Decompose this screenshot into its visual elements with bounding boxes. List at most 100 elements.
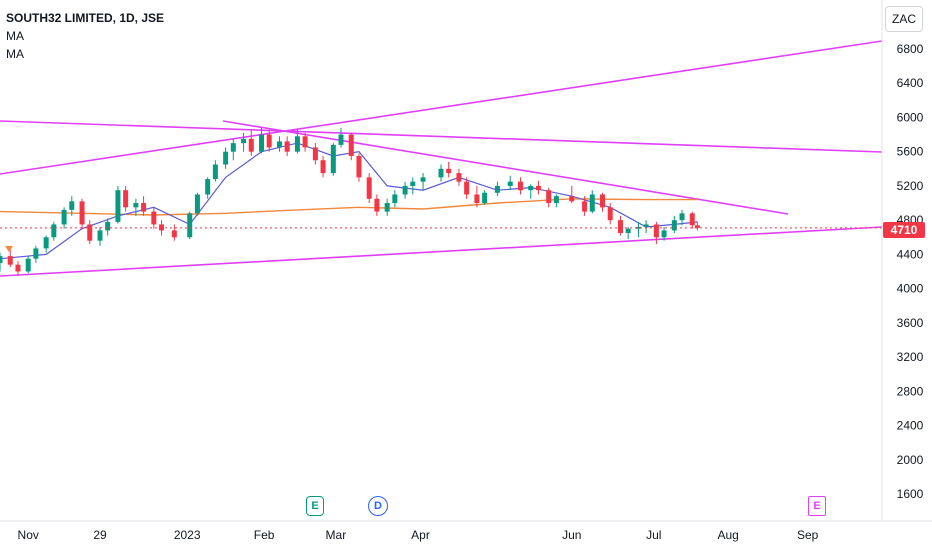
candle-body xyxy=(69,201,75,210)
candle-body xyxy=(241,138,247,144)
candle xyxy=(392,190,398,208)
trendline-rising-support[interactable] xyxy=(0,226,883,277)
candle xyxy=(464,177,470,199)
indicator-ma-1[interactable]: MA xyxy=(6,29,24,43)
candle-body xyxy=(625,228,631,233)
candle-body xyxy=(671,220,677,231)
candle-body xyxy=(689,213,695,226)
candle-body xyxy=(384,203,390,212)
candle xyxy=(635,221,641,238)
candle xyxy=(446,161,452,178)
candle xyxy=(123,185,129,212)
candle xyxy=(15,261,21,276)
trendline-upper-flat[interactable] xyxy=(0,120,883,153)
candle xyxy=(151,207,157,229)
x-tick-label: Aug xyxy=(717,528,738,542)
trendline-upper-rising[interactable] xyxy=(0,40,883,175)
candle-body xyxy=(679,213,685,221)
candle-body xyxy=(653,224,659,238)
candle-body xyxy=(661,230,667,238)
x-tick-label: 2023 xyxy=(174,528,201,542)
candle xyxy=(97,227,103,246)
y-tick-label: 6000 xyxy=(897,110,924,124)
candle xyxy=(312,143,318,165)
candle xyxy=(87,220,93,245)
candle-body xyxy=(312,147,318,161)
candle xyxy=(276,136,282,152)
candle-body xyxy=(517,181,523,191)
candle-body xyxy=(582,201,588,212)
candle-body xyxy=(105,221,111,231)
candle xyxy=(679,209,685,226)
candle xyxy=(607,203,613,225)
candle-body xyxy=(356,155,362,178)
candle-body xyxy=(259,134,265,152)
signal-marker-icon xyxy=(5,246,13,252)
y-tick-label: 4400 xyxy=(897,247,924,261)
candle xyxy=(420,173,426,191)
candle-body xyxy=(366,177,372,199)
candle xyxy=(33,245,39,263)
candle-body xyxy=(494,185,500,193)
candle xyxy=(7,250,13,268)
candle-body xyxy=(535,185,541,191)
candle-body xyxy=(7,256,13,265)
candle xyxy=(259,127,265,154)
candle-body xyxy=(97,230,103,241)
candle xyxy=(248,130,254,156)
upcoming-earnings-event-icon[interactable]: E xyxy=(808,496,826,516)
candle xyxy=(302,132,308,152)
candle xyxy=(643,220,649,233)
candle-body xyxy=(410,181,416,186)
y-tick-label: 3200 xyxy=(897,350,924,364)
candle-body xyxy=(420,177,426,182)
candle xyxy=(230,138,236,161)
candle-body xyxy=(294,136,300,152)
candle-body xyxy=(438,168,444,178)
candle-body xyxy=(528,185,534,191)
symbol-title[interactable]: SOUTH32 LIMITED, 1D, JSE xyxy=(6,11,165,25)
x-tick-label: Jul xyxy=(646,528,661,542)
candle-body xyxy=(151,211,157,225)
candle-body xyxy=(79,201,85,225)
candle xyxy=(474,185,480,208)
candle-body xyxy=(617,220,623,233)
candle xyxy=(294,129,300,154)
candle xyxy=(133,198,139,216)
candle xyxy=(507,175,513,191)
candle xyxy=(194,192,200,216)
candle-body xyxy=(0,256,3,263)
candle xyxy=(410,177,416,195)
indicator-ma-2[interactable]: MA xyxy=(6,47,24,61)
trendlines[interactable] xyxy=(0,40,883,277)
candle xyxy=(61,207,67,229)
x-tick-label: Sep xyxy=(797,528,819,542)
candle xyxy=(535,180,541,195)
candle-body xyxy=(284,141,290,152)
candle xyxy=(223,147,229,169)
trendline-descending-resistance[interactable] xyxy=(222,120,789,215)
price-axis[interactable]: 6800640060005600520048004400400036003200… xyxy=(897,42,924,501)
candle-body xyxy=(15,264,21,272)
candle xyxy=(205,177,211,199)
candle-body xyxy=(607,207,613,221)
candle xyxy=(600,192,606,212)
candle xyxy=(482,190,488,205)
candle-body xyxy=(43,237,49,249)
candle xyxy=(266,130,272,152)
dividend-event-icon[interactable]: D xyxy=(368,496,388,516)
candle xyxy=(212,160,218,182)
candle xyxy=(528,184,534,199)
earnings-event-icon[interactable]: E xyxy=(306,496,324,516)
candle xyxy=(79,198,85,229)
candles xyxy=(0,127,700,276)
candle xyxy=(348,132,354,161)
candle xyxy=(553,194,559,208)
candle-body xyxy=(320,160,326,174)
candle-body xyxy=(464,181,470,195)
currency-button[interactable]: ZAC xyxy=(885,6,923,32)
candle xyxy=(589,190,595,214)
candle-body xyxy=(194,194,200,214)
